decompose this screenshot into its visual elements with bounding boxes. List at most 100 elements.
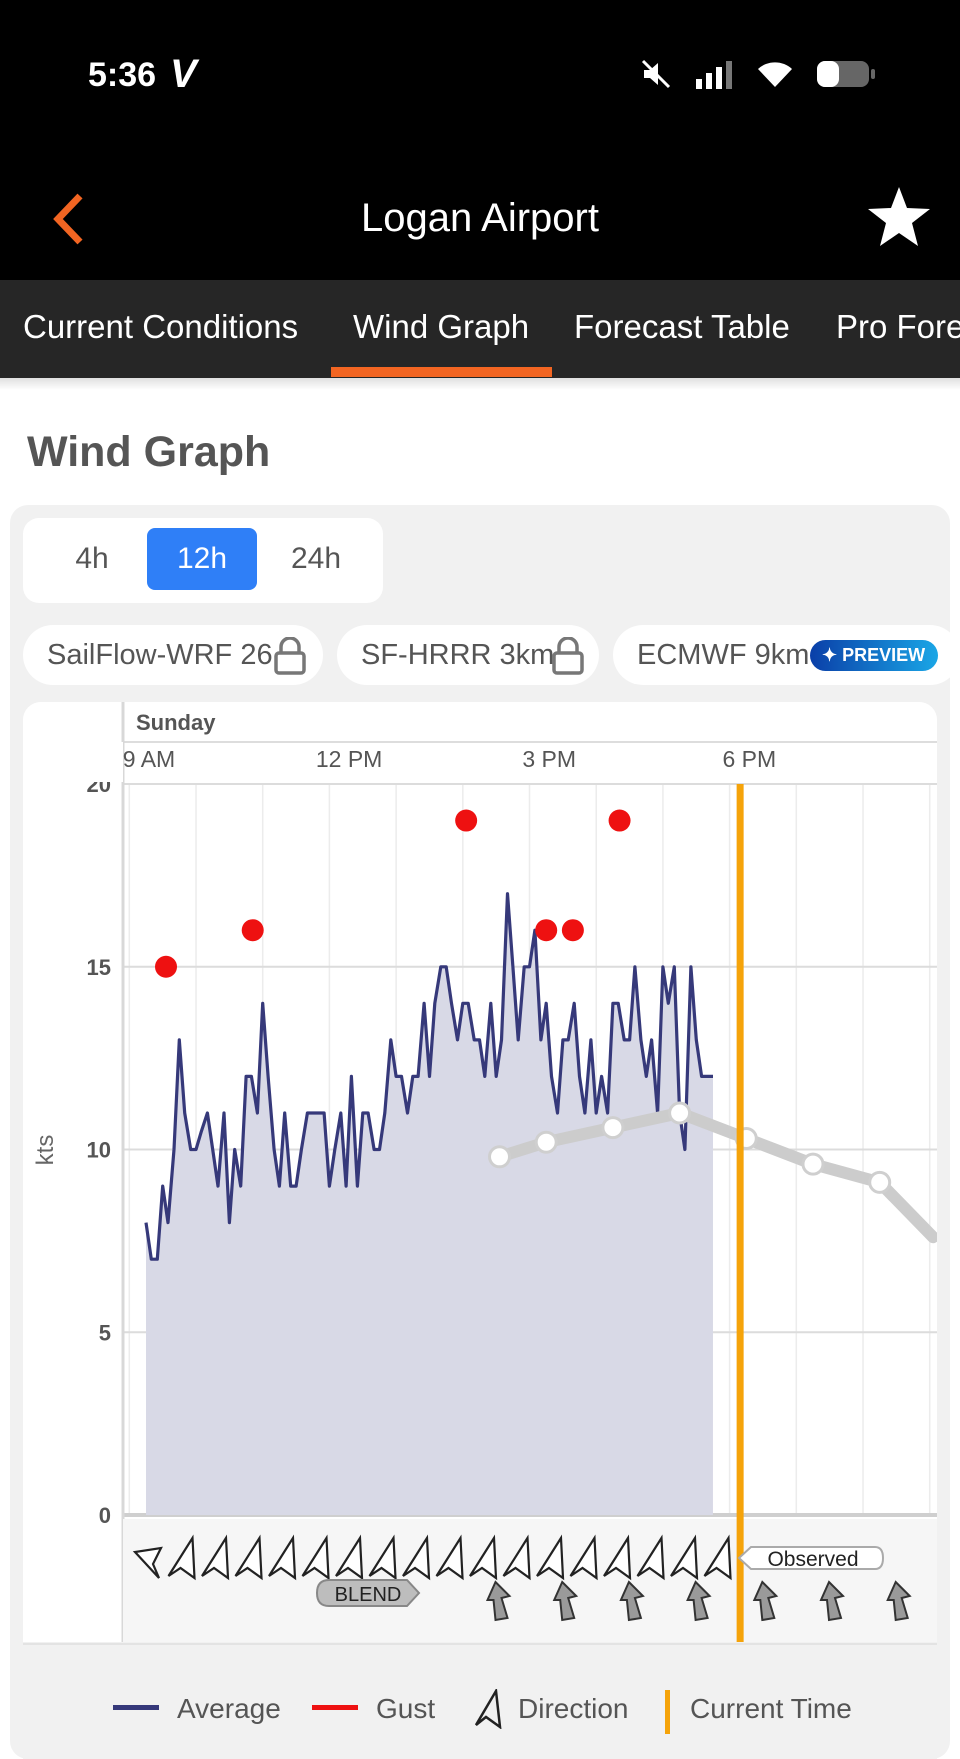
direction-arrow-observed <box>402 1534 431 1581</box>
gust-point <box>455 809 478 832</box>
y-axis-label: kts <box>32 1135 59 1166</box>
legend-gust: Gust <box>376 1693 436 1724</box>
x-label-mask <box>23 742 123 782</box>
model-label: SF-HRRR 3km <box>361 639 555 671</box>
favorite-star-icon[interactable] <box>866 184 932 250</box>
average-area <box>146 893 713 1515</box>
model-label: ECMWF 9km <box>637 639 810 671</box>
y-tick-label: 5 <box>99 1320 111 1345</box>
tab-pro-forecast[interactable]: Pro Fore <box>836 308 960 345</box>
model-forecast-point <box>868 1170 892 1194</box>
y-tick-label: 15 <box>87 955 111 980</box>
range-12h-button[interactable]: 12h <box>147 528 257 590</box>
legend-current-time: Current Time <box>690 1693 852 1724</box>
gust-point <box>608 809 631 832</box>
observed-tag <box>737 1546 885 1570</box>
current-time-line <box>736 784 744 1642</box>
x-tick-label: 3 PM <box>522 746 576 772</box>
tab-shadow <box>0 378 960 390</box>
tab-bar: Current Conditions Wind Graph Forecast T… <box>0 280 960 378</box>
model-chip-sailflow-wrf[interactable]: SailFlow-WRF 26 <box>23 625 323 685</box>
status-icons <box>640 58 876 90</box>
model-chip-ecmwf[interactable]: ECMWF 9km ✦ PREVIEW <box>613 625 960 685</box>
status-time: 5:36 <box>88 56 157 94</box>
location-title: Logan Airport <box>361 196 599 240</box>
direction-arrow-forecast <box>619 1580 645 1622</box>
chart-header-bg <box>23 702 937 778</box>
direction-arrow-observed <box>201 1534 230 1581</box>
model-forecast-point <box>668 1101 692 1125</box>
direction-arrow-forecast <box>552 1580 579 1622</box>
mute-icon <box>641 59 671 89</box>
model-forecast-point <box>488 1145 512 1169</box>
direction-arrow-observed <box>167 1534 196 1581</box>
direction-arrow-observed <box>335 1534 364 1581</box>
model-selector: SailFlow-WRF 26 SF-HRRR 3km ECMWF 9km ✦ … <box>23 625 960 685</box>
gust-point <box>561 919 584 942</box>
active-tab-indicator <box>331 367 552 377</box>
tab-forecast-table[interactable]: Forecast Table <box>574 308 790 345</box>
direction-arrow-forecast <box>819 1580 845 1622</box>
direction-arrow-observed <box>569 1534 598 1581</box>
chart-legend: Average Gust Direction Current Time <box>23 1643 937 1759</box>
direction-arrow-observed <box>469 1534 498 1581</box>
page-title: Wind Graph <box>27 428 271 476</box>
gust-point <box>241 919 264 942</box>
blend-label: BLEND <box>335 1584 402 1606</box>
gust-swatch <box>312 1705 358 1710</box>
status-bar: 5:36 V <box>0 0 960 160</box>
current-time-swatch <box>665 1690 670 1734</box>
legend-direction: Direction <box>518 1693 629 1724</box>
y-tick-label: 10 <box>87 1138 111 1163</box>
model-forecast-point <box>534 1130 558 1154</box>
battery-icon <box>817 61 875 87</box>
direction-arrow-observed <box>502 1534 531 1581</box>
direction-arrow-forecast <box>886 1580 912 1622</box>
direction-arrow-forecast <box>686 1580 712 1622</box>
back-arrow-icon[interactable] <box>52 190 86 248</box>
preview-badge: ✦ PREVIEW <box>810 640 938 671</box>
blend-tag <box>315 1579 421 1607</box>
x-tick-label: 12 PM <box>316 746 382 772</box>
direction-arrow-observed <box>268 1534 297 1581</box>
direction-arrow-observed <box>132 1546 163 1579</box>
sparkle-icon: ✦ <box>822 645 843 665</box>
x-tick-label: 9 AM <box>123 746 175 772</box>
x-tick-label: 6 PM <box>722 746 776 772</box>
lock-icon <box>274 637 306 675</box>
model-forecast-point <box>801 1152 825 1176</box>
gust-point <box>535 919 558 942</box>
direction-arrow-observed <box>435 1534 464 1581</box>
direction-arrow-observed <box>368 1534 397 1581</box>
average-series-line <box>144 892 713 1261</box>
direction-arrow-icon <box>474 1689 502 1729</box>
legend-average: Average <box>177 1693 281 1724</box>
direction-strip <box>123 1519 937 1642</box>
preview-label: PREVIEW <box>842 645 926 665</box>
tab-current-conditions[interactable]: Current Conditions <box>23 308 299 345</box>
wifi-icon <box>758 62 792 87</box>
direction-arrow-observed <box>603 1534 632 1581</box>
range-4h-button[interactable]: 4h <box>75 542 109 575</box>
tab-wind-graph[interactable]: Wind Graph <box>353 308 530 345</box>
app-bar: Logan Airport <box>0 160 960 280</box>
range-selector: 4h 12h 24h <box>23 518 383 603</box>
model-forecast-point <box>601 1116 625 1140</box>
direction-arrow-observed <box>703 1534 732 1581</box>
range-24h-button[interactable]: 24h <box>290 542 342 575</box>
direction-arrow-observed <box>670 1534 699 1581</box>
lock-icon <box>552 637 584 675</box>
model-chip-sf-hrrr[interactable]: SF-HRRR 3km <box>337 625 599 685</box>
carrier-icon: V <box>170 52 197 96</box>
signal-icon <box>696 61 732 89</box>
direction-arrow-observed <box>301 1534 330 1581</box>
day-label: Sunday <box>136 710 216 735</box>
model-label: SailFlow-WRF 26 <box>47 639 273 671</box>
y-tick-label: 0 <box>99 1503 111 1528</box>
observed-label: Observed <box>767 1548 858 1571</box>
direction-arrow-observed <box>234 1534 263 1581</box>
direction-arrow-observed <box>536 1534 565 1581</box>
direction-arrow-forecast <box>485 1580 512 1622</box>
